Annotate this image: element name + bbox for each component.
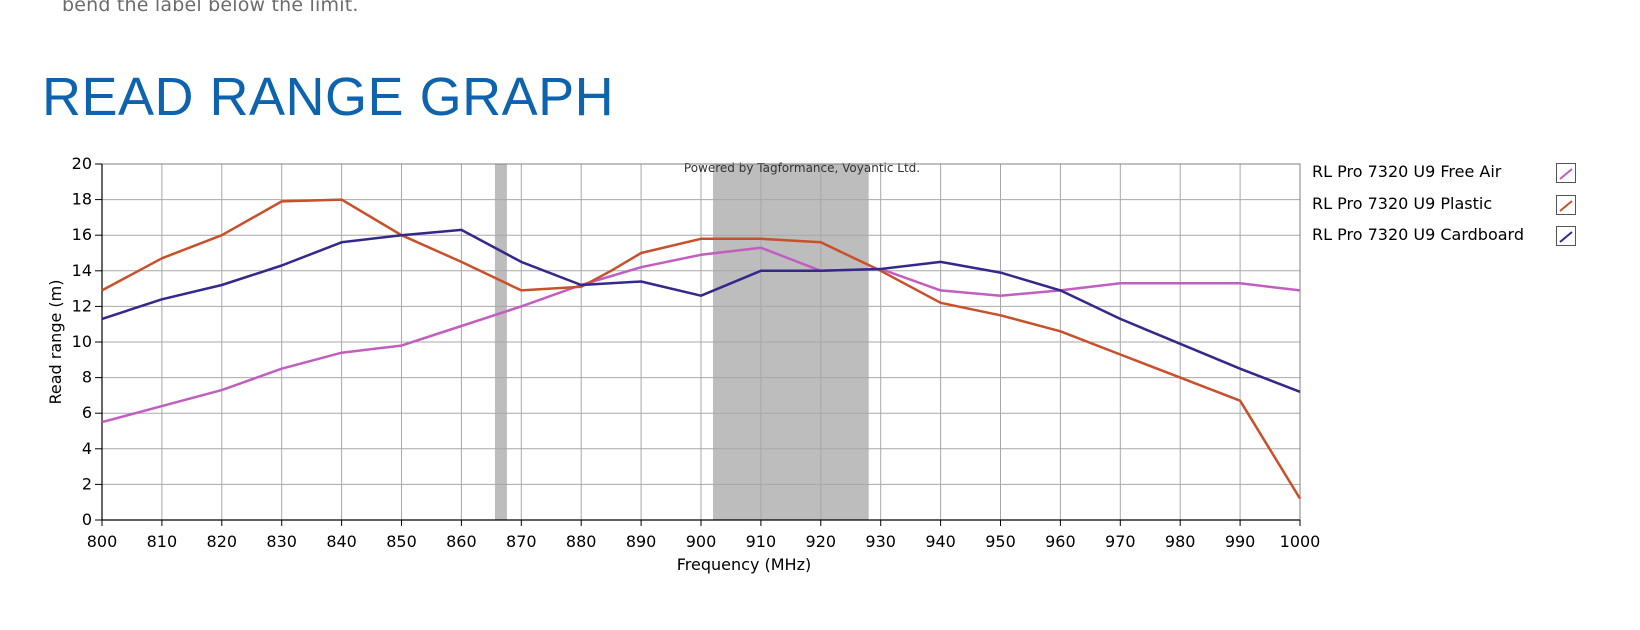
x-tick-label-980: 980 bbox=[1165, 532, 1196, 551]
y-tick-label-20: 20 bbox=[72, 154, 92, 173]
x-tick-label-970: 970 bbox=[1105, 532, 1136, 551]
x-axis-label: Frequency (MHz) bbox=[677, 555, 811, 574]
x-tick-label-800: 800 bbox=[87, 532, 118, 551]
y-tick-label-2: 2 bbox=[82, 474, 92, 493]
x-tick-label-920: 920 bbox=[806, 532, 837, 551]
legend-swatch bbox=[1556, 163, 1576, 183]
x-tick-label-1000: 1000 bbox=[1280, 532, 1321, 551]
x-tick-label-850: 850 bbox=[386, 532, 417, 551]
series-line-1 bbox=[101, 246, 1301, 424]
y-tick-label-12: 12 bbox=[72, 296, 92, 315]
section-title: READ RANGE GRAPH bbox=[42, 67, 615, 127]
chart-grid bbox=[102, 163, 1300, 520]
y-axis-label: Read range (m) bbox=[46, 280, 65, 405]
x-tick-label-890: 890 bbox=[626, 532, 657, 551]
x-tick-label-910: 910 bbox=[746, 532, 777, 551]
y-tick-label-14: 14 bbox=[72, 261, 92, 280]
x-tick-label-940: 940 bbox=[925, 532, 956, 551]
intro-text: bend the label below the limit. bbox=[62, 0, 359, 16]
legend-line-glyph bbox=[1559, 231, 1573, 243]
legend-swatch bbox=[1556, 194, 1576, 215]
y-tick-label-8: 8 bbox=[82, 368, 92, 387]
legend-line-icon bbox=[1559, 231, 1573, 243]
legend-label: RL Pro 7320 U9 Free Air bbox=[1312, 162, 1502, 181]
y-tick-label-16: 16 bbox=[72, 225, 92, 244]
x-tick-label-840: 840 bbox=[326, 532, 357, 551]
legend-line-icon bbox=[1559, 168, 1573, 180]
legend-line-glyph bbox=[1559, 168, 1573, 180]
x-tick-label-820: 820 bbox=[207, 532, 238, 551]
x-tick-label-870: 870 bbox=[506, 532, 537, 551]
x-tick-label-860: 860 bbox=[446, 532, 477, 551]
legend-swatch bbox=[1556, 226, 1576, 246]
x-tick-label-950: 950 bbox=[985, 532, 1016, 551]
x-tick-label-900: 900 bbox=[686, 532, 717, 551]
legend-line-glyph bbox=[1559, 199, 1573, 212]
x-tick-label-810: 810 bbox=[147, 532, 178, 551]
series-line-3 bbox=[101, 228, 1301, 393]
y-tick-label-10: 10 bbox=[72, 332, 92, 351]
chart-series bbox=[101, 198, 1302, 500]
y-tick-label-0: 0 bbox=[82, 510, 92, 529]
series-line-2 bbox=[101, 198, 1302, 500]
x-tick-label-990: 990 bbox=[1225, 532, 1256, 551]
legend-label: RL Pro 7320 U9 Plastic bbox=[1312, 193, 1493, 213]
x-tick-label-880: 880 bbox=[566, 532, 597, 551]
x-tick-label-930: 930 bbox=[865, 532, 896, 551]
legend-label: RL Pro 7320 U9 Cardboard bbox=[1312, 225, 1524, 244]
x-tick-label-960: 960 bbox=[1045, 532, 1076, 551]
y-tick-label-18: 18 bbox=[72, 190, 92, 209]
chart-watermark: Powered by Tagformance, Voyantic Ltd. bbox=[684, 161, 920, 175]
y-tick-label-4: 4 bbox=[82, 439, 92, 458]
x-tick-label-830: 830 bbox=[266, 532, 297, 551]
y-tick-label-6: 6 bbox=[82, 403, 92, 422]
legend-line-icon bbox=[1559, 199, 1573, 212]
